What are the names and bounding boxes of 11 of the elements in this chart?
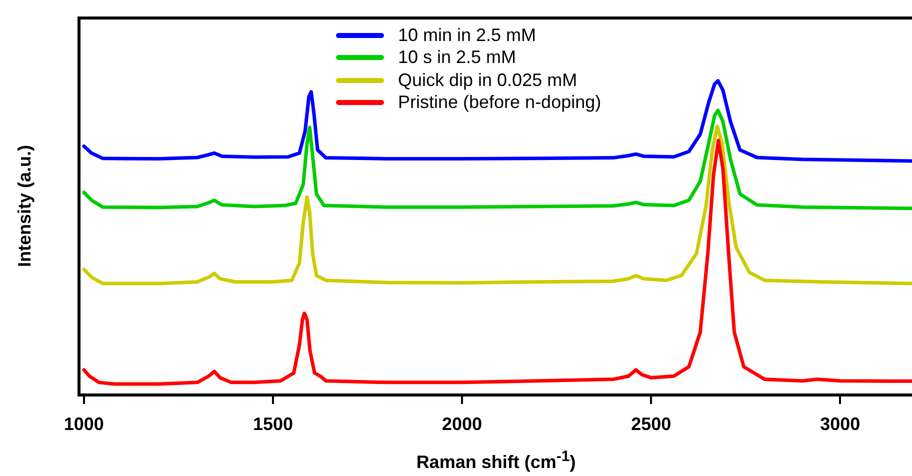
legend-label: Pristine (before n-doping) (398, 92, 602, 114)
y-axis-title: Intensity (a.u.) (14, 144, 36, 268)
x-axis-title: Raman shift (cm$^{-1}$) (415, 448, 577, 473)
x-tick-label: 2500 (631, 414, 672, 434)
legend-label: Quick dip in 0.025 mM (398, 70, 578, 91)
x-tick-label: 1500 (252, 414, 293, 434)
legend-label: 10 min in 2.5 mM (398, 24, 536, 46)
legend-label: 10 s in 2.5 mM (398, 47, 516, 68)
x-tick-label: 1000 (64, 414, 104, 434)
x-tick-label: 3000 (820, 414, 860, 434)
x-tick-label: 2000 (442, 414, 482, 434)
